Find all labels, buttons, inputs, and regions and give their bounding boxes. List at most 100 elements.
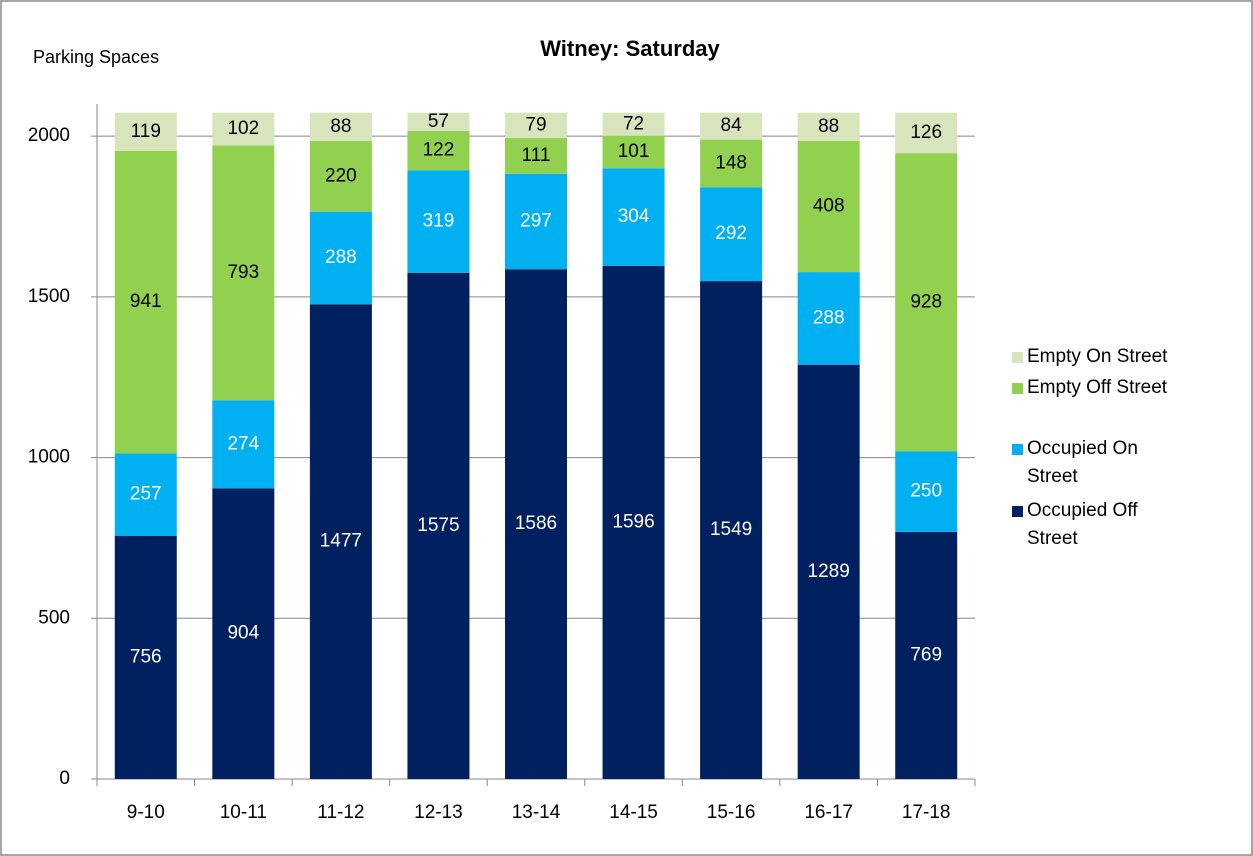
data-label: 756 xyxy=(130,647,162,668)
y-axis-title: Parking Spaces xyxy=(33,47,159,67)
legend-label: Empty Off Street xyxy=(1027,377,1168,398)
legend-item: Empty On Street xyxy=(1012,343,1202,371)
bar-segment xyxy=(797,364,860,779)
data-label: 1289 xyxy=(808,561,850,582)
bar-segment xyxy=(407,272,470,779)
chart-title: Witney: Saturday xyxy=(540,36,720,61)
data-label: 148 xyxy=(715,152,747,173)
data-label: 304 xyxy=(618,206,650,227)
data-label: 57 xyxy=(428,111,449,132)
bar-segment xyxy=(212,400,275,489)
data-label: 904 xyxy=(227,623,259,644)
data-label: 88 xyxy=(818,116,839,137)
bar-segment xyxy=(114,453,177,536)
x-tick-label: 12-13 xyxy=(414,802,463,823)
y-tick-label: 0 xyxy=(59,768,70,789)
data-label: 1596 xyxy=(612,512,654,533)
y-tick-label: 1500 xyxy=(28,286,70,307)
bar-segment xyxy=(309,140,372,212)
x-tick-label: 14-15 xyxy=(609,802,658,823)
data-label: 288 xyxy=(813,307,845,328)
bar-segment xyxy=(407,112,470,131)
y-tick-label: 500 xyxy=(38,607,70,628)
x-tick-label: 16-17 xyxy=(804,802,853,823)
bar-segment xyxy=(212,112,275,146)
bar-segment xyxy=(309,112,372,141)
legend-swatch xyxy=(1012,383,1023,394)
bar-segment xyxy=(602,135,665,169)
bar-segment xyxy=(114,112,177,151)
bar-segment xyxy=(700,187,763,282)
data-label: 288 xyxy=(325,247,357,268)
data-label: 250 xyxy=(910,481,942,502)
bar-segment xyxy=(602,266,665,779)
data-label: 102 xyxy=(227,118,259,139)
legend-label: Occupied Off Street xyxy=(1027,500,1138,549)
data-label: 101 xyxy=(618,141,650,162)
data-label: 257 xyxy=(130,484,162,505)
data-label: 1586 xyxy=(515,513,557,534)
bar-segment xyxy=(700,139,763,188)
bar-segment xyxy=(212,488,275,779)
bar-segment xyxy=(309,304,372,779)
x-tick-label: 10-11 xyxy=(220,802,267,823)
data-label: 928 xyxy=(910,291,942,312)
data-label: 769 xyxy=(910,644,942,665)
bar-segment xyxy=(602,168,665,266)
legend-label: Empty On Street xyxy=(1027,346,1168,367)
bar-segment xyxy=(700,112,763,140)
bar-segment xyxy=(797,272,860,365)
x-tick-label: 13-14 xyxy=(512,802,561,823)
bar-segment xyxy=(895,112,958,154)
bar-segment xyxy=(505,269,567,779)
legend-swatch xyxy=(1012,506,1023,517)
data-label: 793 xyxy=(227,262,259,283)
data-label: 119 xyxy=(131,121,161,142)
data-label: 84 xyxy=(721,115,743,136)
bar-segment xyxy=(895,153,958,452)
data-label: 408 xyxy=(813,196,845,217)
y-tick-label: 2000 xyxy=(28,125,70,146)
data-label: 122 xyxy=(423,140,455,161)
bar-segment xyxy=(895,451,958,532)
data-label: 274 xyxy=(227,433,259,454)
data-label: 220 xyxy=(325,165,357,186)
data-label: 1477 xyxy=(320,531,362,552)
data-label: 126 xyxy=(910,122,942,143)
bar-segment xyxy=(505,173,567,270)
x-tick-label: 9-10 xyxy=(127,802,165,823)
x-tick-label: 17-18 xyxy=(902,802,951,823)
data-label: 1549 xyxy=(710,519,752,540)
data-label: 72 xyxy=(623,113,644,134)
bar-segment xyxy=(407,170,470,273)
bar-segment xyxy=(797,140,860,273)
data-label: 1575 xyxy=(417,515,459,536)
bar-segment xyxy=(505,112,567,139)
data-label: 79 xyxy=(525,114,546,135)
data-label: 319 xyxy=(423,210,455,231)
data-label: 297 xyxy=(520,210,552,231)
bar-segment xyxy=(114,536,177,779)
legend-item: Occupied On Street xyxy=(1012,435,1202,491)
legend-swatch xyxy=(1012,352,1023,363)
x-tick-label: 11-12 xyxy=(317,802,364,823)
bar-segment xyxy=(114,150,177,454)
data-label: 88 xyxy=(330,116,351,137)
legend-item: Occupied Off Street xyxy=(1012,497,1202,553)
legend-item: Empty Off Street xyxy=(1012,374,1202,402)
bar-segment xyxy=(602,112,665,136)
bar-segment xyxy=(505,138,567,174)
bar-segment xyxy=(797,112,860,141)
bar-segment xyxy=(309,211,372,305)
data-label: 292 xyxy=(715,223,747,244)
legend-label: Occupied On Street xyxy=(1027,438,1138,487)
x-tick-label: 15-16 xyxy=(707,802,756,823)
bar-segment xyxy=(212,145,275,401)
data-label: 941 xyxy=(130,291,162,312)
bar-segment xyxy=(895,531,958,779)
y-tick-label: 1000 xyxy=(28,447,70,468)
legend-swatch xyxy=(1012,444,1023,455)
bar-segment xyxy=(700,281,763,779)
